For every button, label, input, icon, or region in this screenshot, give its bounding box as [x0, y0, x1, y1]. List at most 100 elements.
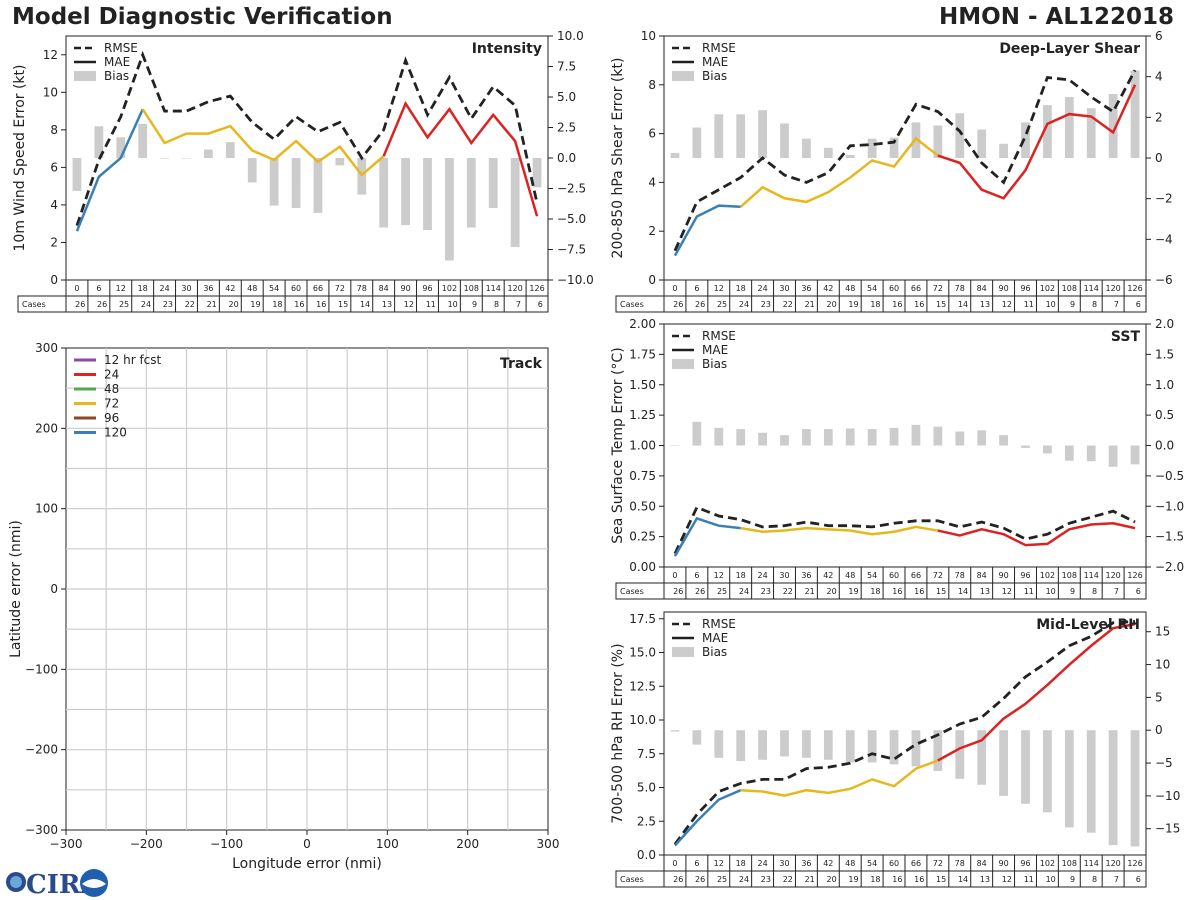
y-axis-label: Latitude error (nmi) [8, 520, 24, 658]
bias-bar [867, 138, 877, 158]
y2-tick-label: 0.5 [1155, 408, 1174, 422]
table-case-cell: 18 [870, 587, 880, 596]
table-hour-cell: 126 [529, 284, 544, 293]
mae-line-segment [739, 136, 939, 208]
table-hour-cell: 42 [823, 284, 833, 293]
table-case-cell: 20 [229, 300, 239, 309]
bias-bar [488, 158, 498, 209]
mae-line-segment [141, 108, 385, 177]
bias-bar [845, 154, 855, 158]
y2-tick-label: −2.5 [557, 182, 586, 196]
legend-rmse-label: RMSE [104, 41, 138, 55]
table-hour-cell: 48 [845, 284, 855, 293]
table-case-cell: 22 [783, 875, 793, 884]
y-tick-label: 2.00 [629, 317, 656, 331]
table-case-cell: 18 [870, 875, 880, 884]
legend-label: 48 [104, 382, 119, 396]
cira-logo: CIRA [6, 869, 108, 900]
y2-tick-label: −4 [1155, 232, 1173, 246]
table-hour-cell: 78 [357, 284, 367, 293]
table-case-cell: 10 [1046, 875, 1056, 884]
legend-rmse-label: RMSE [702, 617, 736, 631]
y-tick-label: −300 [25, 823, 58, 837]
x-tick-label: 200 [456, 837, 479, 851]
bias-bar [160, 158, 169, 159]
table-case-cell: 21 [207, 300, 217, 309]
table-case-cell: 13 [980, 875, 990, 884]
x-tick-label: −300 [50, 837, 83, 851]
y2-tick-label: −7.5 [557, 243, 586, 257]
y-tick-label: 1.75 [629, 347, 656, 361]
chart-title: Deep-Layer Shear [999, 41, 1140, 57]
y-tick-label: 6 [50, 160, 58, 174]
table-hour-cell: 12 [116, 284, 126, 293]
table-case-cell: 22 [783, 587, 793, 596]
table-hour-cell: 126 [1127, 571, 1142, 580]
chart-rh: 0.0 2.5 5.0 7.5 10.0 12.5 15.0 17.5 −15 −10 −5 0 5 10… [610, 611, 1180, 888]
table-hour-cell: 120 [507, 284, 522, 293]
table-case-cell: 13 [382, 300, 392, 309]
y-tick-label: 300 [35, 341, 58, 355]
bias-bar [1086, 730, 1096, 833]
table-hour-cell: 30 [181, 284, 191, 293]
bias-bar [802, 730, 811, 758]
table-hour-cell: 6 [96, 284, 101, 293]
table-hour-cell: 96 [1020, 859, 1030, 868]
chart-title: Mid-Level RH [1036, 617, 1140, 633]
table-hour-cell: 24 [757, 284, 767, 293]
y2-tick-label: −6 [1155, 273, 1173, 287]
bias-bar [823, 730, 833, 760]
bias-bar [1130, 70, 1140, 158]
bias-bar [714, 730, 724, 758]
table-case-cell: 6 [1136, 587, 1141, 596]
table-case-cell: 14 [958, 875, 968, 884]
table-case-cell: 16 [316, 300, 326, 309]
bias-bar [736, 730, 746, 762]
mae-line-segment [673, 204, 741, 257]
legend-bias-swatch [672, 359, 694, 369]
mae-line-segment [75, 108, 144, 232]
bias-bar [532, 158, 542, 188]
y2-tick-label: −10 [1155, 789, 1180, 803]
bias-bar [977, 430, 987, 446]
bias-bar [182, 158, 191, 159]
table-hour-cell: 102 [442, 284, 457, 293]
legend-mae-label: MAE [702, 55, 728, 69]
y-tick-label: 8 [648, 78, 656, 92]
bias-bar [269, 158, 279, 206]
bias-bar [1130, 730, 1140, 847]
bias-bar [758, 110, 767, 158]
legend-label: 24 [104, 368, 119, 382]
y-tick-label: 0 [50, 273, 58, 287]
mae-line-segment [740, 525, 939, 536]
y-tick-label: 0.75 [629, 469, 656, 483]
y2-tick-label: 2.5 [557, 121, 576, 135]
y2-tick-label: 15 [1155, 625, 1170, 639]
legend-bias-swatch [74, 71, 96, 81]
y2-tick-label: −5 [1155, 756, 1173, 770]
table-case-cell: 16 [914, 875, 924, 884]
table-hour-cell: 114 [1084, 859, 1099, 868]
table-case-cell: 16 [294, 300, 304, 309]
y-tick-label: 12 [43, 48, 58, 62]
bias-bar [933, 730, 943, 771]
mae-line-segment [937, 84, 1137, 200]
y-tick-label: 15.0 [629, 646, 656, 660]
rmse-line [75, 50, 539, 227]
table-hour-cell: 72 [933, 284, 943, 293]
table-case-cell: 12 [1002, 875, 1012, 884]
table-case-cell: 26 [695, 300, 705, 309]
table-case-cell: 24 [739, 875, 749, 884]
table-hour-cell: 72 [335, 284, 345, 293]
table-hour-cell: 66 [911, 859, 921, 868]
y2-tick-label: −0.5 [1155, 469, 1184, 483]
x-axis-label: Longitude error (nmi) [232, 856, 382, 872]
table-hour-cell: 0 [74, 284, 79, 293]
bias-bar [911, 730, 921, 767]
bias-bar [780, 435, 789, 446]
table-hour-cell: 18 [736, 571, 746, 580]
bias-bar [692, 421, 702, 446]
y2-tick-label: 0.0 [1155, 439, 1174, 453]
table-hour-cell: 126 [1127, 284, 1142, 293]
mae-line-segment [382, 100, 539, 217]
